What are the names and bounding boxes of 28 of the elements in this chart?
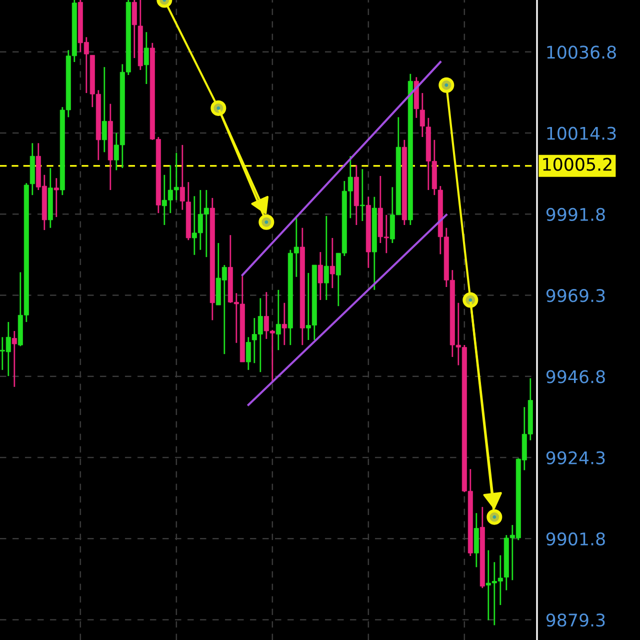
point <box>462 292 478 308</box>
y-tick-label: 9901.8 <box>546 532 605 546</box>
y-tick-label: 9991.8 <box>546 208 605 222</box>
candlestick <box>144 31 149 85</box>
point <box>438 77 454 93</box>
candlestick <box>276 289 281 351</box>
point <box>258 214 274 230</box>
ref-line-label: 10005.2 <box>543 158 612 171</box>
candlestick <box>54 177 59 218</box>
candlestick <box>324 215 329 301</box>
point <box>210 100 226 116</box>
y-tick-label: 9946.8 <box>546 370 605 384</box>
candlestick <box>282 302 287 346</box>
y-tick-label: 9879.3 <box>546 614 605 627</box>
candlestick <box>318 251 323 301</box>
candlestick <box>12 330 17 388</box>
y-tick-label: 10014.3 <box>547 126 616 140</box>
y-tick-label: 9924.3 <box>546 451 605 464</box>
candlestick <box>132 0 137 59</box>
y-tick-label: 10036.8 <box>547 46 616 59</box>
candlestick <box>330 237 335 289</box>
candlestick <box>246 336 251 371</box>
candlestick <box>360 168 365 222</box>
point <box>486 509 502 525</box>
y-tick-label: 9969.3 <box>546 289 605 302</box>
candlestick <box>180 144 185 211</box>
candlestick <box>420 92 425 138</box>
candlestick <box>102 66 107 153</box>
